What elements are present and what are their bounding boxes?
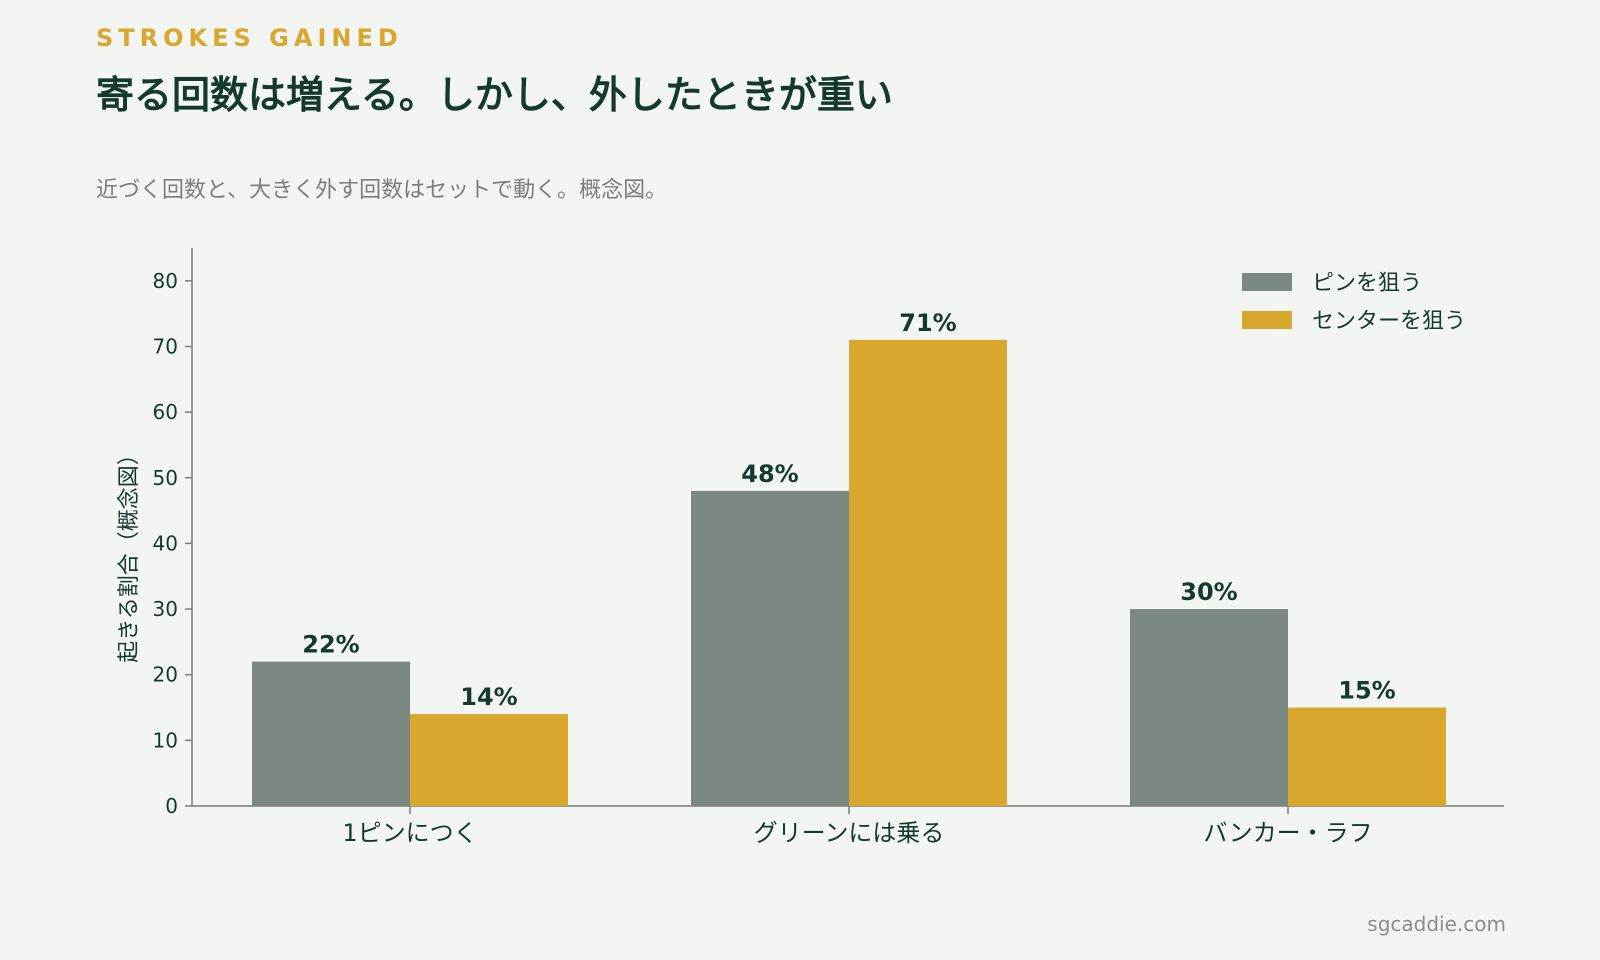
legend-label: センターを狙う (1312, 309, 1466, 334)
y-tick-label: 80 (153, 269, 178, 293)
x-tick-label: 1ピンにつく (342, 819, 477, 847)
data-label: 48% (741, 460, 798, 488)
y-tick-label: 60 (153, 400, 178, 424)
x-tick-label: バンカー・ラフ (1203, 819, 1372, 847)
y-tick-label: 50 (153, 466, 178, 490)
y-tick-label: 40 (153, 531, 178, 555)
data-label: 22% (302, 631, 359, 659)
source-credit: sgcaddie.com (1367, 912, 1506, 936)
y-tick-label: 70 (153, 334, 178, 358)
legend-swatch (1242, 273, 1292, 291)
y-tick-label: 20 (153, 663, 178, 687)
y-tick-label: 10 (153, 728, 178, 752)
y-axis-label: 起きる割合（概念図） (117, 443, 142, 663)
legend-swatch (1242, 311, 1292, 329)
bar-pin (1130, 609, 1288, 806)
data-label: 30% (1180, 578, 1237, 606)
x-tick-label: グリーンには乗る (754, 819, 945, 847)
bar-pin (691, 490, 849, 806)
data-label: 71% (899, 309, 956, 337)
bar-center (1288, 707, 1446, 806)
y-tick-label: 0 (165, 794, 178, 818)
bar-pin (252, 661, 410, 806)
chart-subtitle: 近づく回数と、大きく外す回数はセットで動く。概念図。 (96, 178, 668, 203)
data-label: 14% (460, 683, 517, 711)
bar-center (849, 339, 1007, 806)
legend-label: ピンを狙う (1312, 271, 1422, 296)
chart-eyebrow: STROKES GAINED (96, 24, 403, 52)
bar-center (410, 714, 568, 806)
y-tick-label: 30 (153, 597, 178, 621)
chart-title: 寄る回数は増える。しかし、外したときが重い (96, 73, 893, 117)
data-label: 15% (1338, 677, 1395, 705)
